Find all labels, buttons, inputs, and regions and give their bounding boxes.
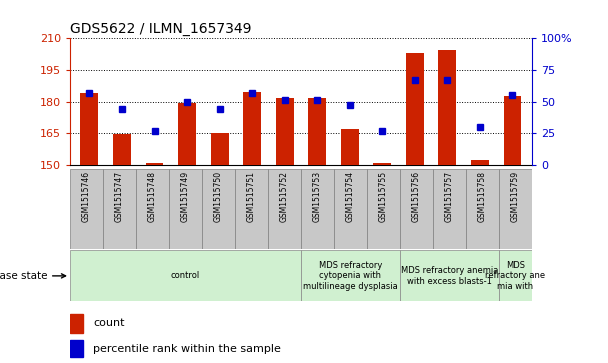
Text: GSM1515755: GSM1515755: [379, 171, 388, 222]
Bar: [466, 169, 499, 249]
Text: GSM1515753: GSM1515753: [313, 171, 322, 222]
Bar: [210, 133, 229, 165]
Text: GSM1515748: GSM1515748: [148, 171, 157, 222]
Bar: [70, 340, 83, 357]
Text: GSM1515747: GSM1515747: [115, 171, 124, 222]
Text: disease state: disease state: [0, 271, 66, 281]
Text: GSM1515749: GSM1515749: [181, 171, 190, 222]
Bar: [301, 250, 400, 301]
Bar: [243, 92, 261, 165]
Bar: [178, 103, 196, 165]
Bar: [235, 169, 268, 249]
Text: GSM1515759: GSM1515759: [511, 171, 520, 222]
Bar: [169, 169, 202, 249]
Bar: [373, 163, 392, 165]
Text: GSM1515756: GSM1515756: [412, 171, 421, 222]
Text: percentile rank within the sample: percentile rank within the sample: [93, 344, 281, 354]
Bar: [499, 250, 532, 301]
Text: GSM1515746: GSM1515746: [82, 171, 91, 222]
Text: GSM1515750: GSM1515750: [214, 171, 223, 222]
Text: control: control: [171, 272, 200, 280]
Bar: [334, 169, 367, 249]
Bar: [433, 169, 466, 249]
Bar: [471, 160, 489, 165]
Bar: [367, 169, 400, 249]
Bar: [70, 169, 103, 249]
Text: GSM1515757: GSM1515757: [445, 171, 454, 222]
Bar: [400, 250, 499, 301]
Bar: [103, 169, 136, 249]
Bar: [406, 53, 424, 165]
Bar: [80, 93, 98, 165]
Text: MDS refractory
cytopenia with
multilineage dysplasia: MDS refractory cytopenia with multilinea…: [303, 261, 398, 291]
Bar: [400, 169, 433, 249]
Bar: [70, 314, 83, 333]
Text: GSM1515751: GSM1515751: [247, 171, 256, 222]
Bar: [145, 163, 164, 165]
Bar: [503, 96, 522, 165]
Bar: [113, 134, 131, 165]
Text: MDS
refractory ane
mia with: MDS refractory ane mia with: [485, 261, 545, 291]
Bar: [202, 169, 235, 249]
Text: count: count: [93, 318, 125, 329]
Bar: [301, 169, 334, 249]
Bar: [499, 169, 532, 249]
Text: MDS refractory anemia
with excess blasts-1: MDS refractory anemia with excess blasts…: [401, 266, 498, 286]
Bar: [308, 98, 326, 165]
Text: GSM1515752: GSM1515752: [280, 171, 289, 222]
Bar: [268, 169, 301, 249]
Bar: [438, 50, 457, 165]
Text: GDS5622 / ILMN_1657349: GDS5622 / ILMN_1657349: [70, 22, 252, 36]
Text: GSM1515754: GSM1515754: [346, 171, 355, 222]
Bar: [341, 129, 359, 165]
Bar: [70, 250, 301, 301]
Bar: [136, 169, 169, 249]
Text: GSM1515758: GSM1515758: [478, 171, 487, 222]
Bar: [276, 98, 294, 165]
